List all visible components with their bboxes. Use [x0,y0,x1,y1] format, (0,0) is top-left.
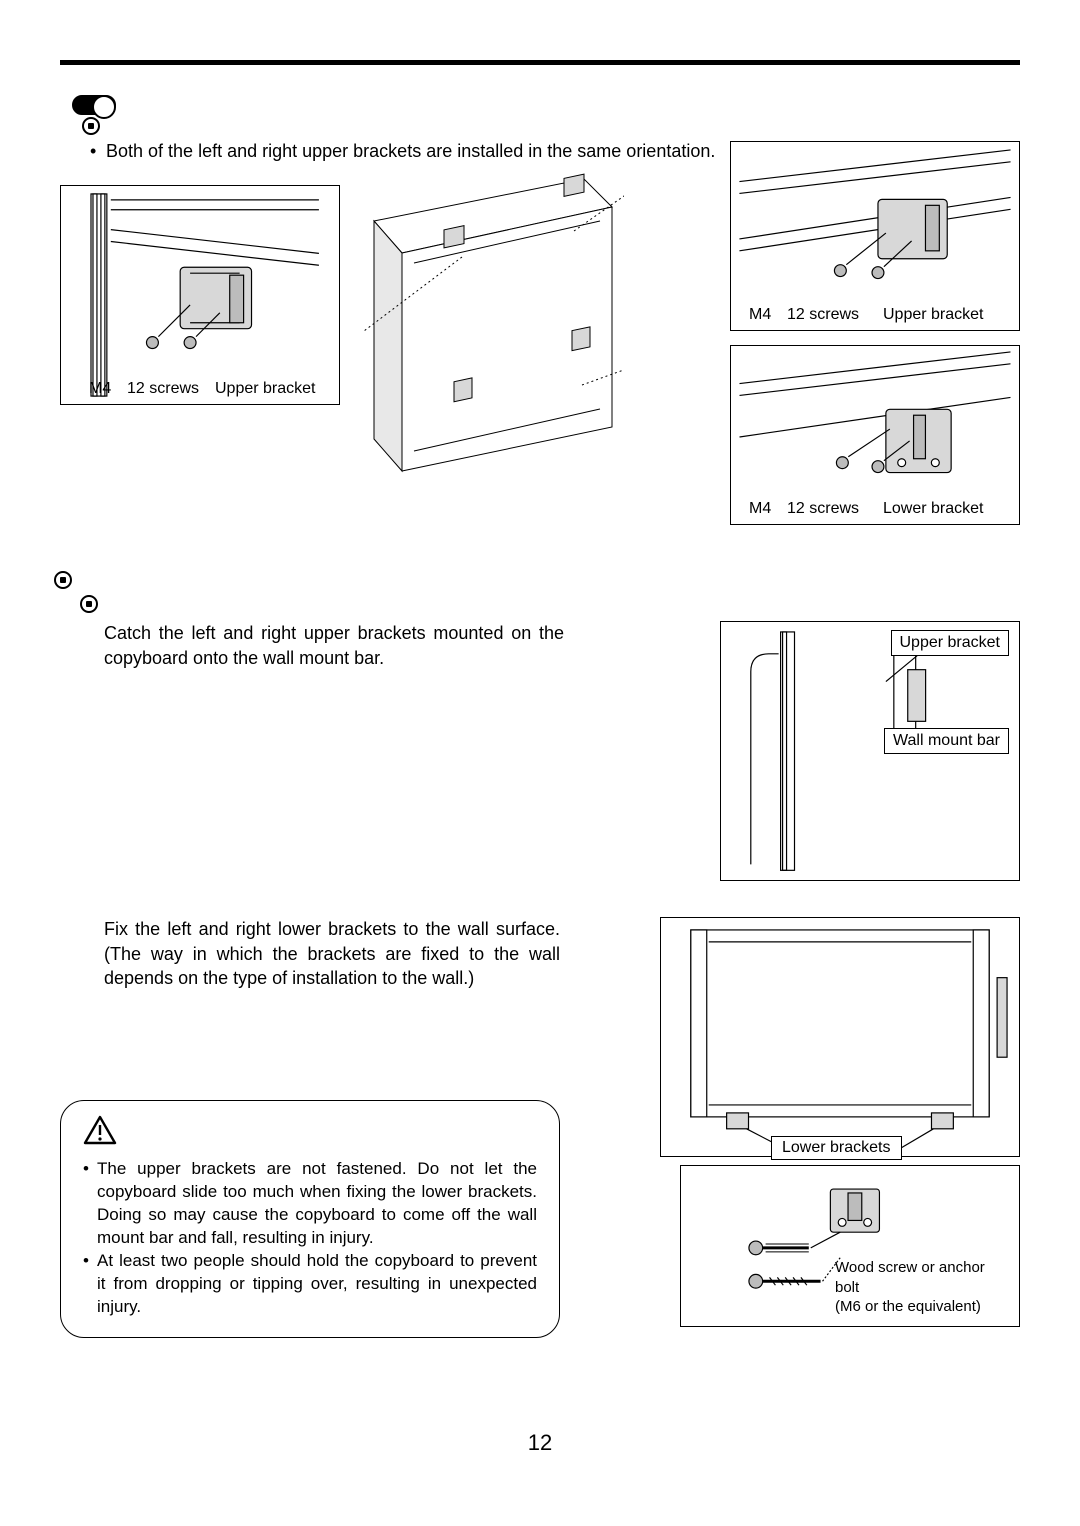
diagram-left-upper [61,186,339,404]
section-fix: Fix the left and right lower brackets to… [60,917,1020,1337]
note-icon-group [60,95,1020,135]
label-wood-screw-1: Wood screw or anchor bolt [835,1258,1009,1297]
figure-right-upper: M4 12 screws Upper bracket [730,141,1020,331]
caution-item-2: •At least two people should hold the cop… [83,1250,537,1319]
note-pill-icon [72,95,116,115]
figure-fastener-detail: Wood screw or anchor bolt (M6 or the equ… [680,1165,1020,1327]
label-screws-r1: 12 screws [787,306,859,324]
figure-wall-mount: Upper bracket Wall mount bar [720,621,1020,881]
bullet-disc-icon [80,595,98,613]
label-upper-bracket-box: Upper bracket [891,630,1010,656]
page-content: • Both of the left and right upper brack… [60,60,1020,1466]
caution-item-1: •The upper brackets are not fastened. Do… [83,1158,537,1250]
fix-paragraph: Fix the left and right lower brackets to… [104,917,560,990]
label-m4-r2: M4 [749,500,771,518]
bullet-disc-icon [54,571,72,589]
figure-left-upper: M4 12 screws Upper bracket [60,185,340,405]
figure-lower-brackets: Lower brackets [660,917,1020,1157]
label-lower-bracket: Lower bracket [883,500,984,518]
label-upper-bracket: Upper bracket [215,380,316,398]
figure-center-overview [354,171,624,481]
bullet-dot: • [90,139,106,163]
diagram-lower-brackets [661,918,1019,1157]
figure-row-1: M4 12 screws Upper bracket [60,171,1020,531]
fix-left-col: Fix the left and right lower brackets to… [60,917,560,1337]
caution-text-2: At least two people should hold the copy… [97,1250,537,1319]
section-catch-icons [60,571,1020,621]
label-screws-r2: 12 screws [787,500,859,518]
catch-paragraph: Catch the left and right upper brackets … [104,621,564,670]
catch-text-col: Catch the left and right upper brackets … [60,621,690,670]
diagram-center [354,171,624,481]
note-text: Both of the left and right upper bracket… [106,139,715,163]
label-lower-brackets: Lower brackets [771,1136,902,1160]
label-m4: M4 [89,380,111,398]
label-screws: 12 screws [127,380,199,398]
warning-triangle-icon [83,1115,117,1145]
label-wood-screw-2: (M6 or the equivalent) [835,1297,1009,1317]
bullet-disc-icon [82,117,100,135]
diagram-right-upper [731,142,1019,330]
label-upper-bracket-r1: Upper bracket [883,306,984,324]
top-rule [60,60,1020,65]
label-m4-r1: M4 [749,306,771,324]
section-catch: Catch the left and right upper brackets … [60,571,1020,881]
caution-box: •The upper brackets are not fastened. Do… [60,1100,560,1338]
page-number: 12 [60,1430,1020,1456]
catch-two-col: Catch the left and right upper brackets … [60,621,1020,881]
diagram-right-lower [731,346,1019,524]
caution-text-1: The upper brackets are not fastened. Do … [97,1158,537,1250]
fix-right-col: Lower brackets [580,917,1020,1337]
label-wall-mount-bar: Wall mount bar [884,728,1009,754]
catch-fig-col: Upper bracket Wall mount bar [720,621,1020,881]
figure-right-lower: M4 12 screws Lower bracket [730,345,1020,525]
